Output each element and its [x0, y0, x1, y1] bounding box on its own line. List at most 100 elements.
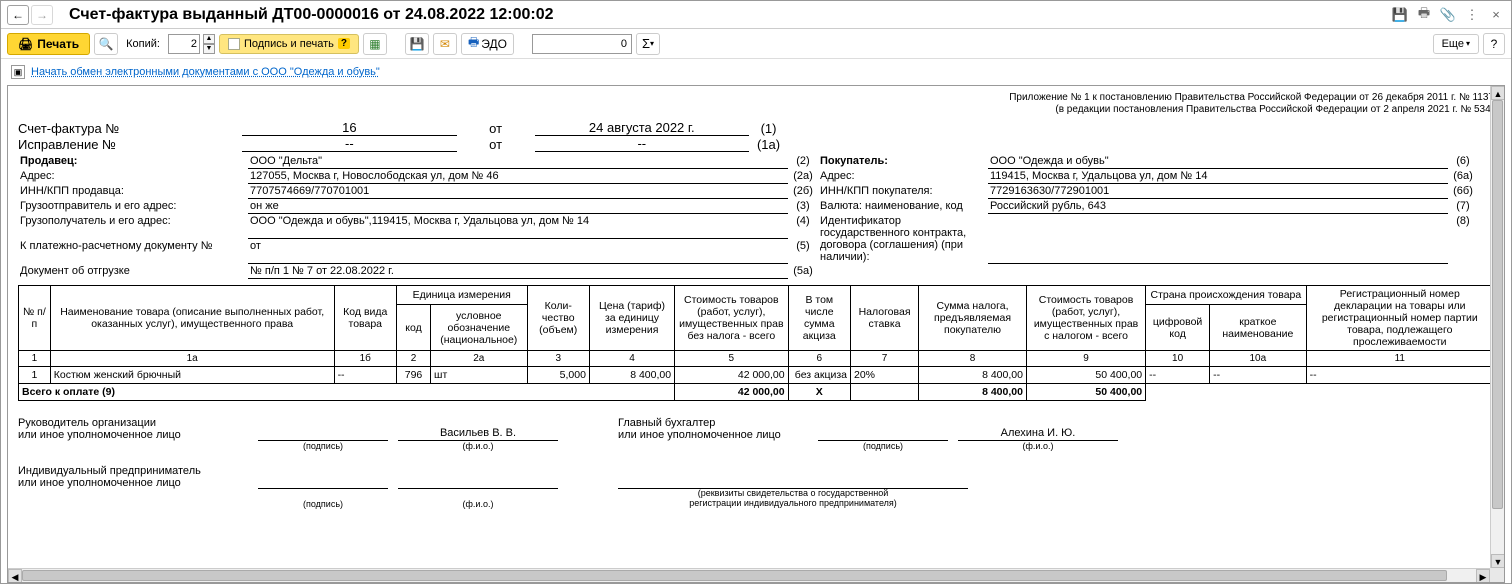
currency-label: Валюта: наименование, код [818, 199, 988, 214]
appendix-line1: Приложение № 1 к постановлению Правитель… [18, 92, 1494, 104]
th-country: Страна происхождения товара [1146, 286, 1306, 305]
ip-sign-line [258, 475, 388, 489]
contract-label: Идентификатор государственного контракта… [818, 214, 988, 264]
print-button[interactable]: 🖨 Печать [7, 33, 90, 55]
invoice-table: № п/п Наименование товара (описание выпо… [18, 285, 1494, 401]
preview-button[interactable]: 🔍 [94, 33, 118, 55]
stamp-icon [228, 38, 240, 50]
n6b: (6б) [1448, 184, 1478, 199]
back-button[interactable]: ← [7, 5, 29, 25]
n2a: (2а) [788, 169, 818, 184]
shipper: он же [248, 199, 788, 214]
edo-link[interactable]: Начать обмен электронными документами с … [31, 66, 380, 78]
th-kind: Код вида товара [334, 286, 396, 351]
appendix-line2: (в редакции постановления Правительства … [18, 104, 1494, 116]
more-button[interactable]: Еще ▾ [1433, 34, 1479, 54]
mail-button[interactable]: ✉ [433, 33, 457, 55]
invoice-number: 16 [242, 120, 456, 136]
th-excise: В том числе сумма акциза [788, 286, 850, 351]
help-button[interactable]: ? [1483, 33, 1505, 55]
th-rate: Налоговая ставка [851, 286, 919, 351]
window-title: Счет-фактура выданный ДТ00-0000016 от 24… [69, 6, 1385, 24]
more-icon[interactable]: ⋮ [1463, 6, 1481, 24]
scroll-thumb-v[interactable] [1492, 100, 1503, 509]
th-unit: Единица измерения [396, 286, 527, 305]
th-unit-code: код [396, 305, 430, 351]
cap-fio-1: (ф.и.о.) [398, 441, 558, 451]
scroll-corner [1490, 568, 1504, 582]
shipper-label: Грузоотправитель и его адрес: [18, 199, 248, 214]
paperclip-icon[interactable]: 📎 [1439, 6, 1457, 24]
ip-note: (реквизиты свидетельства о государственн… [618, 489, 968, 509]
th-price: Цена (тариф) за единицу измерения [589, 286, 674, 351]
scrollbar-vertical[interactable]: ▲ ▼ [1490, 86, 1504, 568]
titlebar: ← → Счет-фактура выданный ДТ00-0000016 о… [1, 1, 1511, 29]
n7: (7) [1448, 199, 1478, 214]
cap-sign-2: (подпись) [818, 441, 948, 451]
head-sign-line [258, 427, 388, 441]
more-label: Еще [1442, 38, 1464, 50]
print-label: Печать [37, 37, 79, 51]
link-row: ▣ Начать обмен электронными документами … [1, 59, 1511, 85]
save-button[interactable]: 💾 [405, 33, 429, 55]
scroll-up-icon[interactable]: ▲ [1491, 86, 1505, 100]
column-numbers: 1 1а 1б 2 2а 3 4 5 6 7 8 9 10 10а [19, 351, 1494, 367]
cap-fio-2: (ф.и.о.) [958, 441, 1118, 451]
n8: (8) [1448, 214, 1478, 228]
copies-input[interactable] [168, 34, 200, 54]
sum-input[interactable] [532, 34, 632, 54]
scrollbar-horizontal[interactable]: ◀ ▶ [8, 568, 1490, 582]
contract-label-2: договора (соглашения) (при наличии): [820, 239, 963, 263]
sign-print-button[interactable]: Подпись и печать ? [219, 34, 359, 54]
th-num: № п/п [19, 286, 51, 351]
shipdoc-label: Документ об отгрузке [18, 264, 248, 279]
consignee: ООО "Одежда и обувь",119415, Москва г, У… [248, 214, 788, 239]
cap-sign-1: (подпись) [258, 441, 388, 451]
cap-sign-3: (подпись) [258, 499, 388, 509]
sign-print-label: Подпись и печать [244, 38, 334, 50]
document-area: Приложение № 1 к постановлению Правитель… [7, 85, 1505, 583]
buyer-addr: 119415, Москва г, Удальцова ул, дом № 14 [988, 169, 1448, 184]
from-label-2: от [457, 137, 535, 152]
forward-button[interactable]: → [31, 5, 53, 25]
buyer-addr-label: Адрес: [818, 169, 988, 184]
print-icon[interactable]: 🖶 [1415, 6, 1433, 24]
n4: (4) [788, 214, 818, 239]
seller-addr: 127055, Москва г, Новослободская ул, дом… [248, 169, 788, 184]
correction-num: -- [242, 136, 456, 152]
paydoc: от [248, 239, 788, 264]
scroll-thumb-h[interactable] [22, 570, 1447, 581]
n1: (1) [749, 121, 788, 136]
ip-name-line [398, 475, 558, 489]
n6: (6) [1448, 154, 1478, 169]
edo-button[interactable]: 🖶 ЭДО [461, 33, 514, 55]
scroll-left-icon[interactable]: ◀ [8, 569, 22, 583]
copies-spinner[interactable]: ▲▼ [203, 34, 215, 54]
n5: (5) [788, 239, 818, 264]
th-cost-tax: Стоимость товаров (работ, услуг), имущес… [1026, 286, 1145, 351]
table-row: 1 Костюм женский брючный -- 796 шт 5,000… [19, 367, 1494, 384]
scroll-right-icon[interactable]: ▶ [1476, 569, 1490, 583]
buyer: ООО "Одежда и обувь" [988, 154, 1448, 169]
sigma-button[interactable]: Σ▾ [636, 33, 660, 55]
ip-label: Индивидуальный предпринимательили иное у… [18, 465, 258, 489]
save-icon[interactable]: 💾 [1391, 6, 1409, 24]
head-label: Руководитель организацииили иное уполном… [18, 417, 258, 441]
ip-details-line [618, 475, 968, 489]
n1a: (1а) [749, 137, 788, 152]
addr-label: Адрес: [18, 169, 248, 184]
total-row: Всего к оплате (9) 42 000,00 Х 8 400,00 … [19, 384, 1494, 401]
appendix-note: Приложение № 1 к постановлению Правитель… [18, 92, 1494, 116]
th-country-code: цифровой код [1146, 305, 1210, 351]
excel-button[interactable]: ▦ [363, 33, 387, 55]
chevron-down-icon: ▾ [1466, 39, 1470, 48]
th-decl: Регистрационный номер декларации на това… [1306, 286, 1493, 351]
edo-icon: 🖶 [468, 33, 479, 54]
th-qty: Коли-чество (объем) [527, 286, 589, 351]
close-icon[interactable]: × [1487, 6, 1505, 24]
scroll-down-icon[interactable]: ▼ [1491, 554, 1505, 568]
n3: (3) [788, 199, 818, 214]
acc-name: Алехина И. Ю. [958, 427, 1118, 441]
n5a: (5а) [788, 264, 818, 279]
invoice-date: 24 августа 2022 г. [535, 120, 749, 136]
